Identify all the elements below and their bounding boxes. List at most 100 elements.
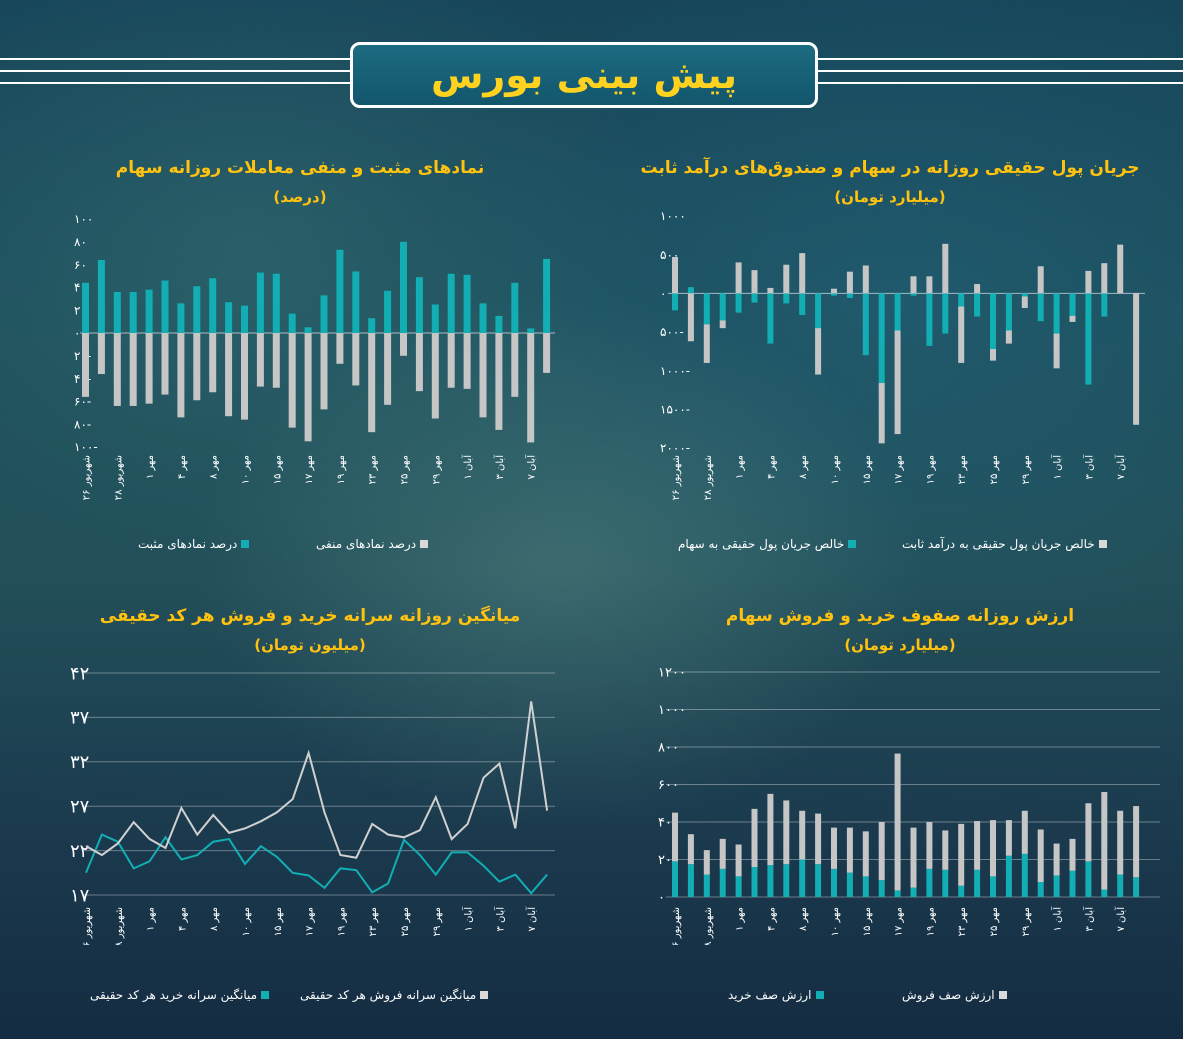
x-tick-label: ۸ مهر bbox=[798, 907, 809, 931]
bar-positive bbox=[431, 304, 439, 333]
bar-fixed-income bbox=[942, 243, 949, 294]
chart-subtitle-symbols: (درصد) bbox=[273, 188, 327, 206]
bar-negative bbox=[543, 333, 551, 373]
x-tick-label: ۲۵ مهر bbox=[989, 455, 1000, 484]
bar-sell-queue bbox=[703, 850, 710, 875]
bar-positive bbox=[400, 241, 407, 333]
legend-swatch-gray bbox=[420, 540, 429, 548]
bar-positive bbox=[415, 277, 423, 333]
bar-fixed-income bbox=[799, 253, 806, 294]
chart-title-symbols: نمادهای مثبت و منفی معاملات روزانه سهام bbox=[115, 158, 485, 178]
legend-item-positive: درصد نمادهای مثبت bbox=[138, 537, 250, 551]
bar-negative bbox=[320, 333, 328, 410]
bar-buy-queue bbox=[926, 868, 933, 897]
x-tick-label: ۲۹ مهر bbox=[1021, 907, 1032, 936]
legend-swatch-gray bbox=[1098, 540, 1107, 548]
bar-sell-queue bbox=[1117, 810, 1124, 875]
legend-item-buy-queue: ارزش صف خرید bbox=[728, 988, 824, 1002]
bar-fixed-income bbox=[894, 330, 901, 435]
bar-fixed-income bbox=[1101, 263, 1108, 294]
bar-negative bbox=[384, 333, 392, 405]
bar-stocks bbox=[783, 293, 790, 304]
x-tick-label: ۲۸ شهریور bbox=[703, 907, 714, 945]
bar-buy-queue bbox=[1085, 861, 1092, 897]
bar-sell-queue bbox=[767, 793, 774, 866]
bar-positive bbox=[272, 273, 280, 333]
x-tick-label: ۱ آبان bbox=[462, 906, 475, 932]
bar-positive bbox=[352, 271, 360, 333]
x-tick-label: ۱۹ مهر bbox=[336, 907, 347, 936]
bar-buy-queue bbox=[831, 868, 837, 897]
x-tick-label: ۳ آبان bbox=[493, 906, 506, 932]
bar-positive bbox=[82, 282, 89, 333]
y-tick-label: -۱۵۰۰ bbox=[660, 403, 690, 417]
bar-buy-queue bbox=[815, 864, 822, 897]
bar-negative bbox=[495, 333, 503, 430]
x-tick-label: ۴ مهر bbox=[766, 455, 777, 479]
bar-stocks bbox=[815, 293, 822, 329]
legend-label: درصد نمادهای مثبت bbox=[138, 537, 238, 551]
bar-stocks bbox=[910, 293, 917, 296]
bar-stocks bbox=[703, 293, 710, 325]
chart-subtitle-per-code: (میلیون تومان) bbox=[254, 636, 366, 654]
bar-sell-queue bbox=[831, 827, 837, 869]
bar-fixed-income bbox=[783, 264, 790, 294]
bar-sell-queue bbox=[1037, 829, 1044, 882]
bar-sell-queue bbox=[958, 823, 965, 886]
bar-stocks bbox=[1005, 293, 1012, 331]
bar-fixed-income bbox=[687, 293, 694, 342]
bar-fixed-income bbox=[751, 270, 758, 294]
title-banner: پیش بینی بورس bbox=[350, 42, 818, 108]
bar-negative bbox=[415, 333, 423, 392]
bar-positive bbox=[304, 327, 312, 333]
bar-fixed-income bbox=[1037, 266, 1044, 294]
bar-stocks bbox=[719, 293, 726, 321]
chart-subtitle-money-flow: (میلیارد تومان) bbox=[834, 188, 946, 206]
bar-fixed-income bbox=[1117, 244, 1124, 294]
legend-label: خالص جریان پول حقیقی به سهام bbox=[678, 537, 845, 551]
bar-sell-queue bbox=[719, 838, 726, 869]
legend-label: میانگین سرانه خرید هر کد حقیقی bbox=[90, 988, 258, 1002]
y-tick-label: ۲۲ bbox=[70, 841, 89, 862]
bar-sell-queue bbox=[687, 834, 694, 865]
bar-sell-queue bbox=[815, 813, 822, 865]
bar-sell-queue bbox=[910, 827, 917, 888]
chart-subtitle-queues: (میلیارد تومان) bbox=[844, 636, 956, 654]
bar-stocks bbox=[846, 293, 853, 298]
y-tick-label: ۰ bbox=[74, 326, 80, 340]
x-tick-label: ۱۰ مهر bbox=[830, 455, 841, 484]
x-tick-label: ۲۳ مهر bbox=[368, 455, 379, 484]
x-tick-label: ۱۵ مهر bbox=[862, 455, 873, 484]
bar-positive bbox=[97, 260, 105, 333]
bar-negative bbox=[447, 333, 455, 388]
header-line-right-2 bbox=[812, 70, 1183, 72]
bar-stocks bbox=[1053, 293, 1060, 334]
x-tick-label: ۲۳ مهر bbox=[957, 907, 968, 936]
bar-sell-queue bbox=[894, 753, 901, 891]
bar-stocks bbox=[894, 293, 901, 331]
legend-swatch-teal bbox=[815, 991, 824, 999]
x-tick-label: ۴ مهر bbox=[177, 907, 188, 931]
bar-stocks bbox=[672, 293, 678, 311]
bar-sell-queue bbox=[942, 830, 949, 870]
bar-negative bbox=[193, 333, 201, 401]
bar-fixed-income bbox=[910, 276, 917, 294]
bar-negative bbox=[511, 333, 519, 397]
y-tick-label: -۲۰۰۰ bbox=[660, 441, 690, 455]
y-tick-label: -۶۰ bbox=[74, 395, 91, 409]
y-tick-label: ۱۰۰۰ bbox=[658, 703, 686, 718]
bar-negative bbox=[431, 333, 439, 419]
bar-positive bbox=[495, 315, 503, 333]
bar-positive bbox=[193, 286, 201, 333]
legend-item-sell: میانگین سرانه فروش هر کد حقیقی bbox=[300, 988, 489, 1002]
x-tick-label: ۱۰ مهر bbox=[241, 455, 252, 484]
x-tick-label: ۲۹ مهر bbox=[432, 907, 443, 936]
x-tick-label: ۱۹ مهر bbox=[925, 455, 936, 484]
bar-stocks bbox=[767, 293, 774, 344]
x-tick-label: ۱۰ مهر bbox=[241, 907, 252, 936]
bar-sell-queue bbox=[1101, 792, 1108, 890]
x-tick-label: ۲۸ شهریور bbox=[703, 455, 714, 500]
bar-buy-queue bbox=[767, 865, 774, 897]
bar-stocks bbox=[878, 293, 885, 384]
